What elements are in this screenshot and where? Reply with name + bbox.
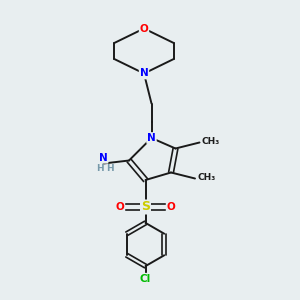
Text: O: O: [116, 202, 124, 212]
Text: CH₃: CH₃: [197, 173, 216, 182]
Text: N: N: [140, 68, 148, 79]
Text: H: H: [96, 164, 104, 173]
Text: O: O: [167, 202, 176, 212]
Text: N: N: [147, 133, 156, 143]
Text: S: S: [141, 200, 150, 214]
Text: Cl: Cl: [140, 274, 151, 284]
Text: H: H: [106, 164, 114, 173]
Text: CH₃: CH₃: [202, 137, 220, 146]
Text: N: N: [99, 153, 108, 163]
Text: O: O: [140, 23, 148, 34]
